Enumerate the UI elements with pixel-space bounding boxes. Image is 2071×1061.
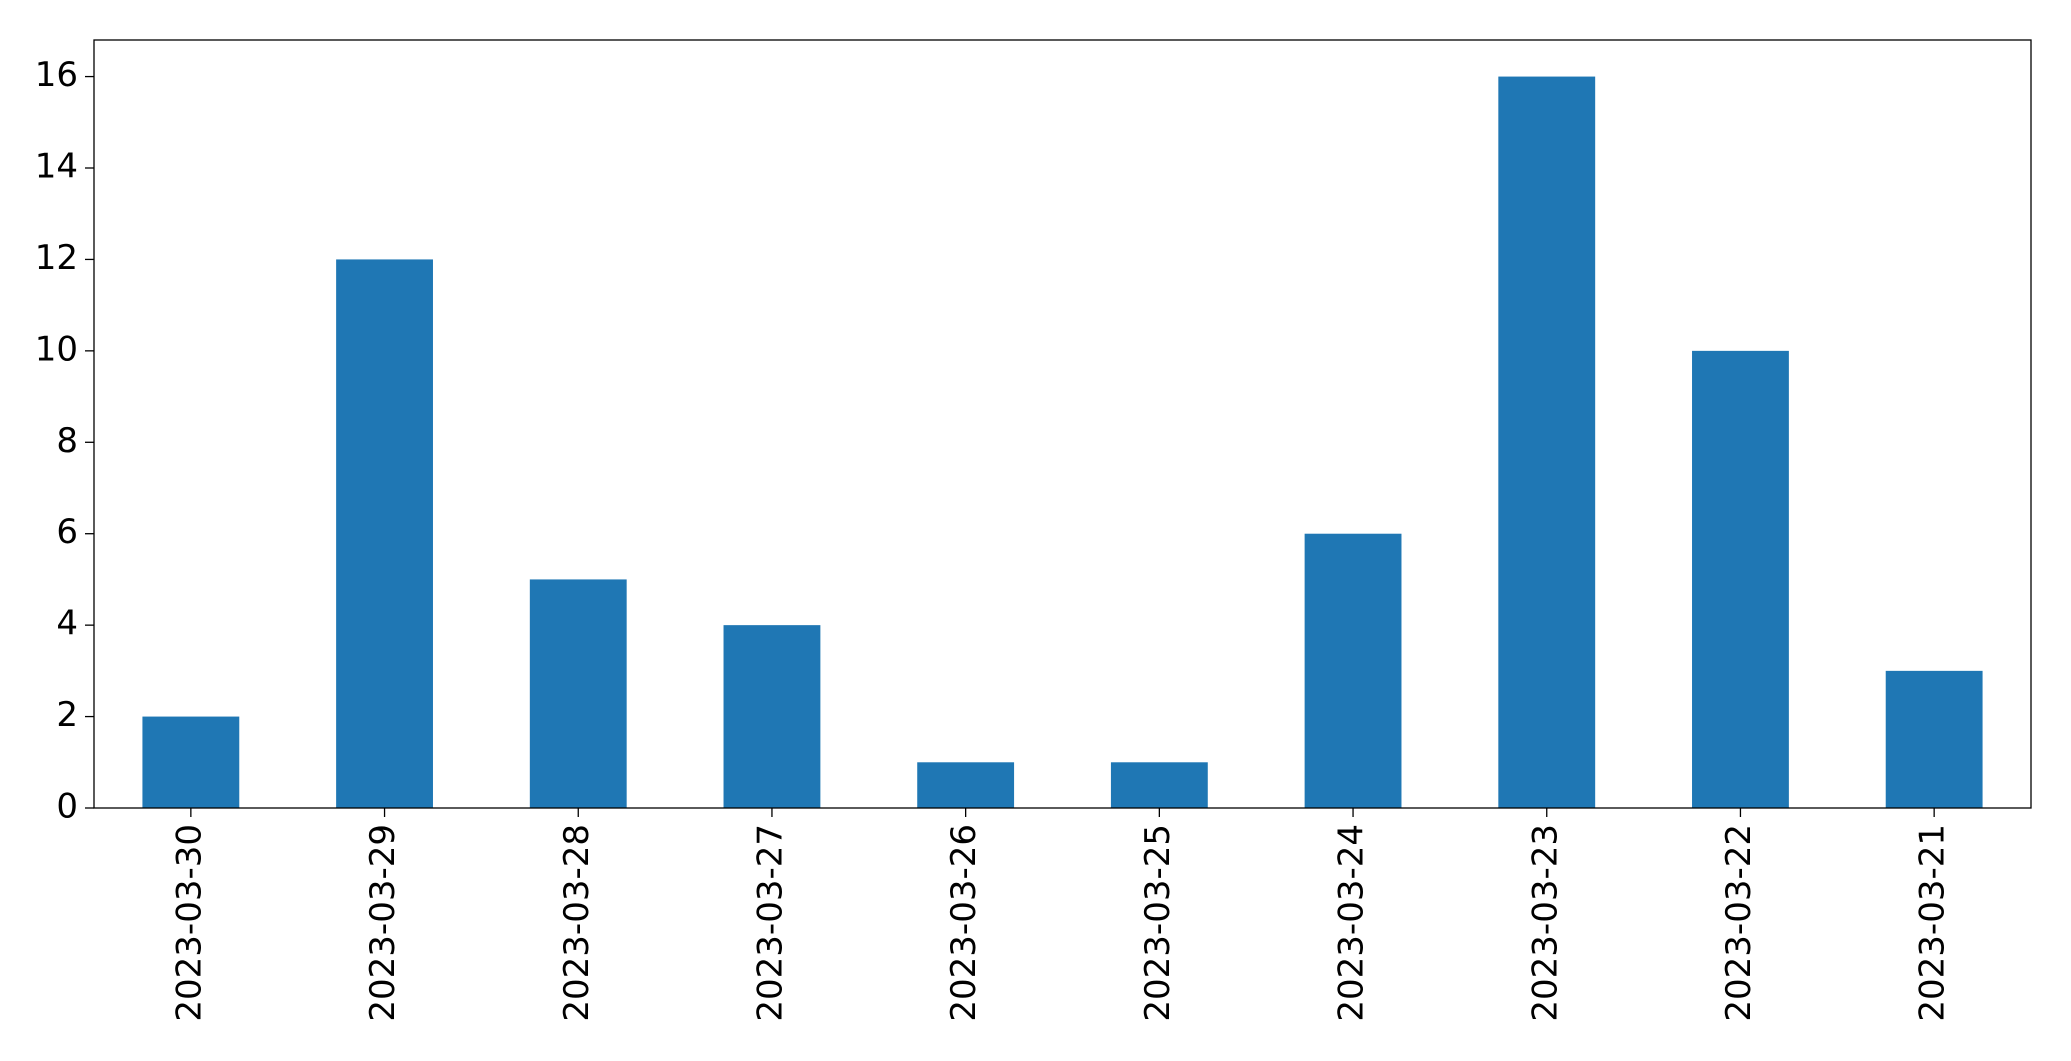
bar — [1304, 533, 1402, 808]
bar — [1885, 670, 1983, 808]
y-tick-label: 12 — [35, 238, 78, 278]
x-tick-label: 2023-03-24 — [1332, 824, 1372, 1022]
x-tick-label: 2023-03-25 — [1138, 824, 1178, 1022]
x-tick-label: 2023-03-30 — [169, 824, 209, 1022]
bar — [336, 259, 433, 808]
x-tick-label: 2023-03-27 — [750, 824, 790, 1022]
bar — [917, 762, 1015, 808]
y-tick-label: 0 — [56, 787, 78, 827]
x-tick-label: 2023-03-22 — [1719, 824, 1759, 1022]
y-tick-label: 10 — [35, 329, 78, 369]
x-tick-label: 2023-03-26 — [944, 824, 984, 1022]
bar — [142, 716, 240, 808]
x-tick-label: 2023-03-23 — [1525, 824, 1565, 1022]
y-tick-label: 14 — [35, 147, 78, 187]
x-tick-label: 2023-03-28 — [557, 824, 597, 1022]
y-tick-label: 6 — [56, 512, 78, 552]
x-tick-label: 2023-03-21 — [1913, 824, 1953, 1022]
y-tick-label: 16 — [35, 55, 78, 95]
y-tick-label: 4 — [56, 604, 78, 644]
y-tick-label: 2 — [56, 695, 78, 735]
bar — [1110, 762, 1208, 808]
bar — [723, 625, 821, 808]
x-tick-label: 2023-03-29 — [363, 824, 403, 1022]
bar — [529, 579, 627, 808]
plot-frame — [93, 39, 2032, 809]
bar — [1498, 76, 1596, 809]
y-tick-label: 8 — [56, 421, 78, 461]
bar — [1692, 350, 1789, 808]
